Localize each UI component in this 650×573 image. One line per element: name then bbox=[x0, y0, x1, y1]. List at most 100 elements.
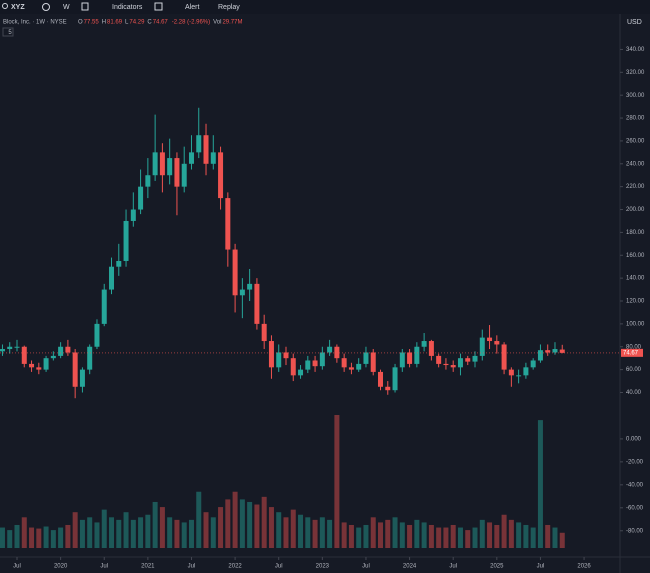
volume-bar bbox=[428, 524, 434, 548]
alert[interactable]: Alert bbox=[185, 4, 199, 11]
volume-bar bbox=[101, 509, 107, 548]
volume-bar bbox=[254, 504, 260, 548]
x-tick-label: Jul bbox=[362, 564, 370, 570]
candle-body bbox=[450, 365, 456, 368]
y2-tick-label: -40.00 bbox=[626, 482, 644, 488]
x-tick-label: Jul bbox=[537, 564, 545, 570]
candle-body bbox=[203, 135, 209, 164]
volume-bar bbox=[50, 530, 56, 548]
y-tick-label: 320.00 bbox=[626, 70, 645, 76]
candle-body bbox=[516, 375, 522, 377]
volume-bar bbox=[94, 522, 100, 548]
candle-body bbox=[465, 358, 471, 362]
volume-bar bbox=[225, 499, 231, 548]
candle-body bbox=[290, 358, 296, 376]
candle-body bbox=[472, 355, 478, 362]
candle-body bbox=[65, 346, 71, 353]
volume-bar bbox=[130, 519, 136, 548]
legend-value: 77.55 bbox=[84, 20, 100, 26]
volume-bar bbox=[232, 491, 238, 548]
candle-body bbox=[87, 346, 93, 370]
badge-box[interactable] bbox=[2, 27, 14, 37]
candle-body bbox=[494, 341, 500, 345]
x-tick-label: 2020 bbox=[54, 564, 68, 570]
candle-body bbox=[341, 358, 347, 368]
candle-body bbox=[559, 349, 565, 353]
candle-body bbox=[254, 283, 260, 324]
currency[interactable]: USD bbox=[627, 19, 642, 26]
interval[interactable]: W bbox=[63, 4, 70, 11]
candle-body bbox=[167, 158, 173, 176]
chart-title: Block, Inc. · 1W · NYSE bbox=[3, 20, 67, 26]
volume-bar bbox=[283, 517, 289, 548]
replay[interactable]: Replay bbox=[218, 4, 240, 11]
add-symbol[interactable] bbox=[42, 3, 50, 11]
y-tick-label: 280.00 bbox=[626, 116, 645, 122]
x-tick-label: 2024 bbox=[403, 564, 417, 570]
y-tick-label: 340.00 bbox=[626, 47, 645, 53]
symbol[interactable]: XYZ bbox=[11, 4, 25, 11]
volume-bar bbox=[378, 522, 383, 548]
volume-bar bbox=[123, 512, 129, 548]
candle-body bbox=[225, 198, 231, 250]
candle-body bbox=[181, 163, 187, 187]
volume-bar bbox=[479, 519, 485, 548]
candle-body bbox=[508, 369, 514, 376]
candle-body bbox=[94, 323, 100, 347]
legend-value: -2.28 (-2.96%) bbox=[172, 20, 210, 26]
candle-body bbox=[523, 367, 529, 376]
volume-bar bbox=[494, 524, 500, 548]
candle-body bbox=[457, 358, 463, 368]
candle-body bbox=[79, 369, 85, 387]
search-icon[interactable] bbox=[2, 3, 8, 9]
volume-bar bbox=[501, 514, 507, 548]
legend-value: 81.69 bbox=[107, 20, 123, 26]
indicators[interactable]: Indicators bbox=[112, 4, 143, 11]
volume-bar bbox=[290, 509, 296, 548]
templates[interactable] bbox=[154, 2, 163, 11]
volume-bar bbox=[370, 517, 376, 548]
y-tick-label: 80.00 bbox=[626, 344, 642, 350]
y-tick-label: 200.00 bbox=[626, 207, 645, 213]
candle-body bbox=[43, 358, 49, 370]
candle-body bbox=[159, 152, 165, 176]
volume-bar bbox=[421, 522, 427, 548]
x-tick-label: Jul bbox=[13, 564, 21, 570]
volume-bar bbox=[181, 522, 187, 548]
candle-body bbox=[436, 355, 442, 364]
y-tick-label: 40.00 bbox=[626, 390, 642, 396]
volume-bar bbox=[79, 519, 85, 548]
legend-key: C bbox=[147, 20, 152, 26]
volume-bar bbox=[188, 519, 194, 548]
volume-bar bbox=[385, 519, 391, 548]
volume-bar bbox=[210, 517, 216, 548]
volume-bar bbox=[203, 512, 209, 548]
volume-bar bbox=[0, 527, 5, 548]
volume-bar bbox=[334, 415, 340, 548]
y2-tick-label: -20.00 bbox=[626, 459, 644, 465]
badge[interactable]: 5 bbox=[8, 30, 12, 36]
candle-body bbox=[29, 363, 35, 368]
candle-body bbox=[36, 367, 42, 370]
volume-bar bbox=[116, 519, 122, 548]
candle-body bbox=[218, 152, 224, 199]
y-tick-label: 300.00 bbox=[626, 93, 645, 99]
y2-tick-label: -80.00 bbox=[626, 528, 644, 534]
candle-body bbox=[130, 209, 136, 221]
x-tick-label: 2025 bbox=[490, 564, 504, 570]
y-tick-label: 180.00 bbox=[626, 230, 645, 236]
volume-bar bbox=[138, 517, 144, 548]
candle-body bbox=[174, 158, 180, 187]
volume-bar bbox=[174, 519, 180, 548]
volume-bar bbox=[552, 527, 558, 548]
volume-bar bbox=[36, 528, 42, 548]
legend-key: Vol bbox=[213, 20, 221, 26]
candle-body bbox=[378, 371, 383, 387]
x-tick-label: 2026 bbox=[577, 564, 591, 570]
candle-body bbox=[356, 363, 362, 370]
chart-type[interactable] bbox=[81, 2, 89, 11]
volume-bar bbox=[7, 530, 13, 548]
candle-body bbox=[421, 341, 427, 347]
volume-bar bbox=[450, 524, 456, 548]
